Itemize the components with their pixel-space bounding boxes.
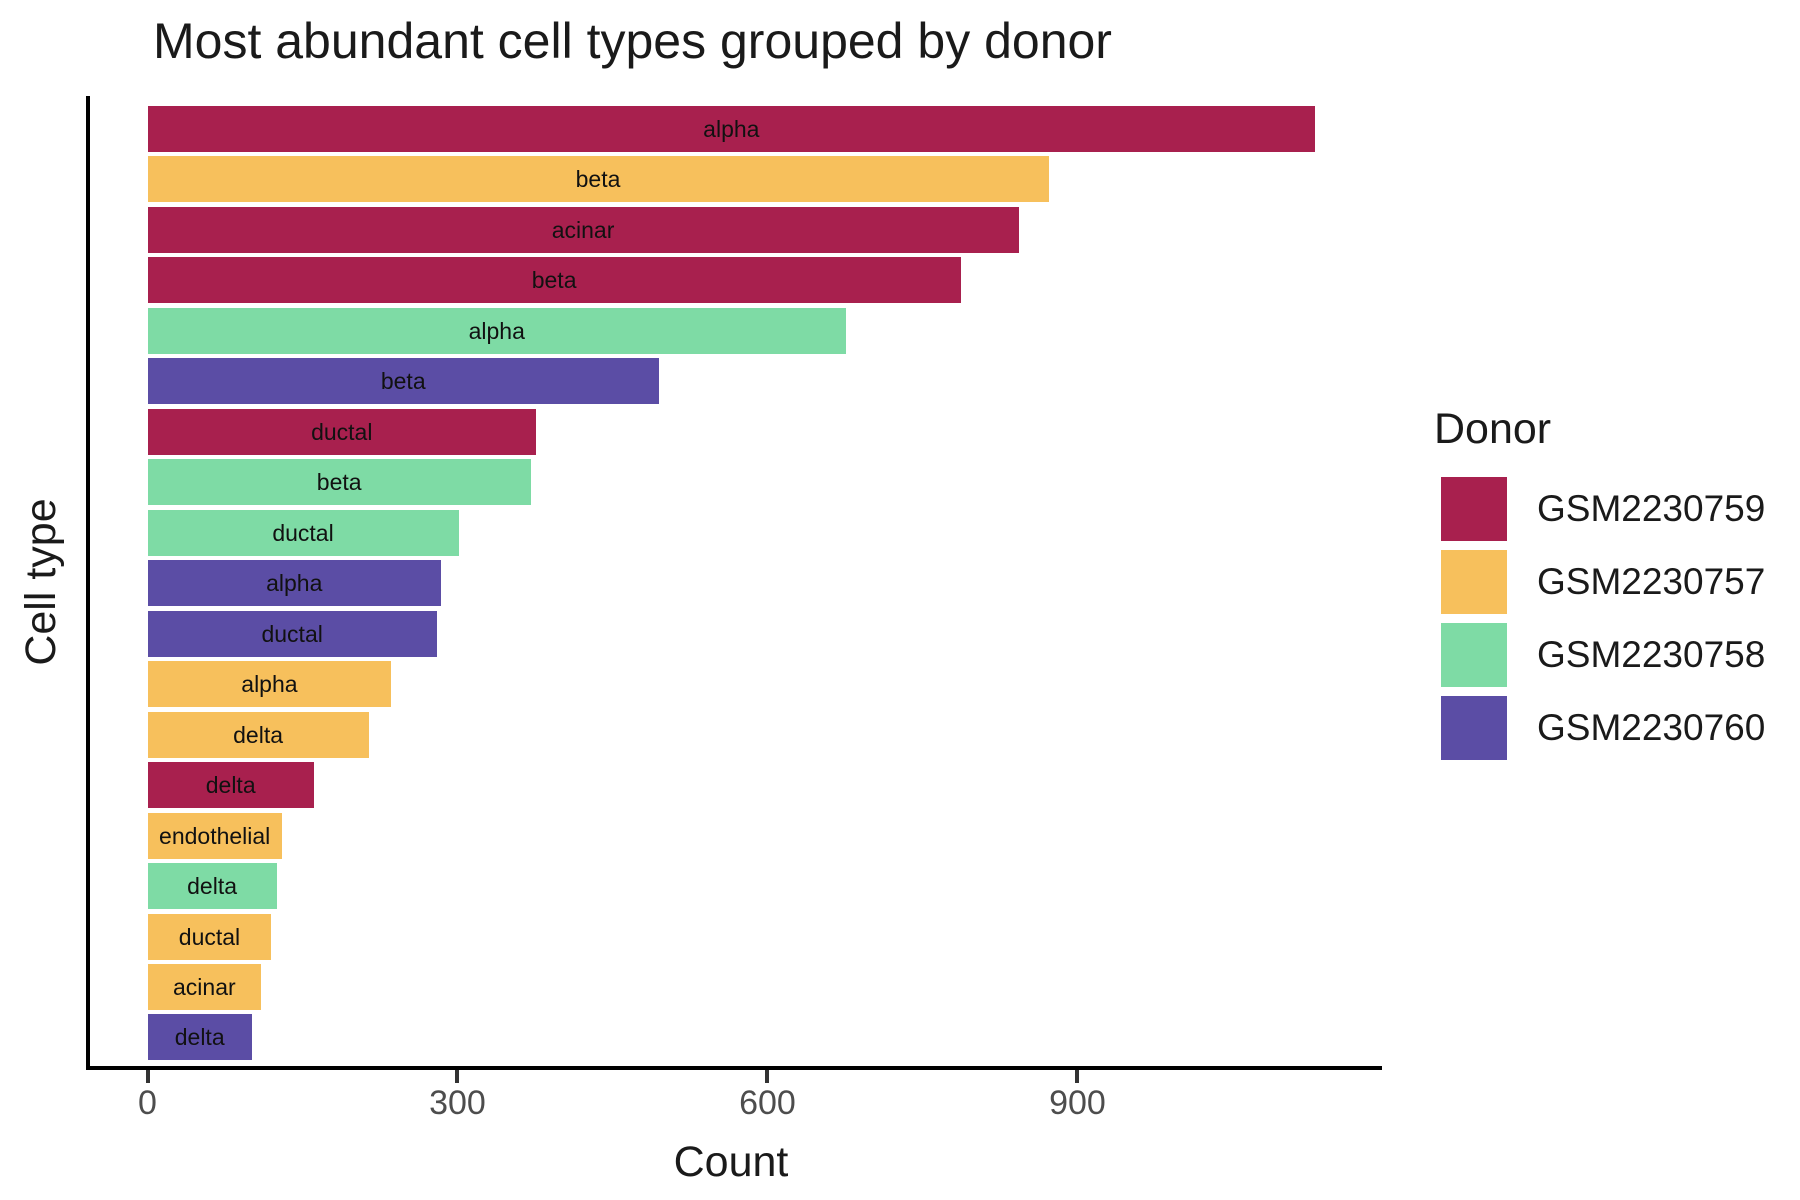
bar-label: alpha	[241, 671, 298, 698]
legend-item: GSM2230757	[1432, 550, 1792, 614]
bar: delta	[147, 863, 277, 910]
bar-label: acinar	[173, 973, 236, 1000]
bar: delta	[147, 1014, 252, 1061]
bar: beta	[147, 156, 1049, 203]
bar-label: alpha	[468, 317, 525, 344]
bar: alpha	[147, 661, 392, 708]
bar-label: ductal	[311, 418, 373, 445]
x-tick-label: 300	[429, 1084, 486, 1122]
bar-label: delta	[187, 873, 238, 900]
bar: beta	[147, 358, 659, 405]
x-tick-label: 900	[1049, 1084, 1106, 1122]
x-tick-label: 600	[739, 1084, 796, 1122]
legend-swatch	[1441, 477, 1507, 541]
bar: ductal	[147, 509, 459, 556]
bar: alpha	[147, 307, 846, 354]
bar: alpha	[147, 106, 1316, 152]
bar: alpha	[147, 560, 441, 607]
bar-label: alpha	[266, 570, 323, 597]
bar-label: delta	[205, 772, 256, 799]
legend-swatch	[1441, 623, 1507, 687]
bar: delta	[147, 762, 314, 809]
bar-label: beta	[380, 368, 426, 395]
legend-item: GSM2230760	[1432, 696, 1792, 760]
bar: ductal	[147, 610, 437, 657]
bar-label: beta	[531, 267, 577, 294]
bar-label: beta	[316, 469, 362, 496]
legend-item: GSM2230758	[1432, 623, 1792, 687]
x-tick-mark	[455, 1070, 460, 1083]
legend-swatch	[1441, 696, 1507, 760]
x-tick-label: 0	[138, 1084, 157, 1122]
bar: beta	[147, 257, 961, 304]
x-tick-mark	[145, 1070, 150, 1083]
bar-label: ductal	[272, 519, 334, 546]
bar: delta	[147, 711, 369, 758]
chart-title: Most abundant cell types grouped by dono…	[153, 13, 1112, 69]
legend-title: Donor	[1434, 405, 1552, 453]
x-tick-mark	[765, 1070, 770, 1083]
bar: acinar	[147, 206, 1019, 253]
bar-label: ductal	[261, 620, 323, 647]
bar-label: ductal	[178, 923, 241, 950]
y-axis-title: Cell type	[17, 498, 65, 666]
y-axis-line	[86, 96, 90, 1070]
legend-item-label: GSM2230758	[1537, 634, 1766, 675]
legend-item-label: GSM2230759	[1537, 488, 1766, 529]
x-tick-mark	[1075, 1070, 1080, 1083]
x-axis-line	[86, 1066, 1382, 1070]
bar-label: delta	[174, 1024, 225, 1051]
bar-label: endothelial	[159, 822, 271, 849]
bar-label: acinar	[551, 216, 615, 243]
legend-item-label: GSM2230757	[1537, 561, 1766, 602]
legend-swatch	[1441, 550, 1507, 614]
bar: endothelial	[147, 812, 282, 859]
bar-label: delta	[233, 721, 283, 748]
legend-item-label: GSM2230760	[1537, 707, 1766, 748]
bar: acinar	[147, 963, 262, 1010]
bar: ductal	[147, 408, 537, 455]
bar: beta	[147, 459, 531, 506]
legend-item: GSM2230759	[1432, 477, 1792, 541]
bar-label: beta	[575, 166, 621, 193]
x-axis-title: Count	[673, 1138, 789, 1186]
bar: ductal	[147, 913, 272, 960]
bar-label: alpha	[703, 116, 760, 142]
